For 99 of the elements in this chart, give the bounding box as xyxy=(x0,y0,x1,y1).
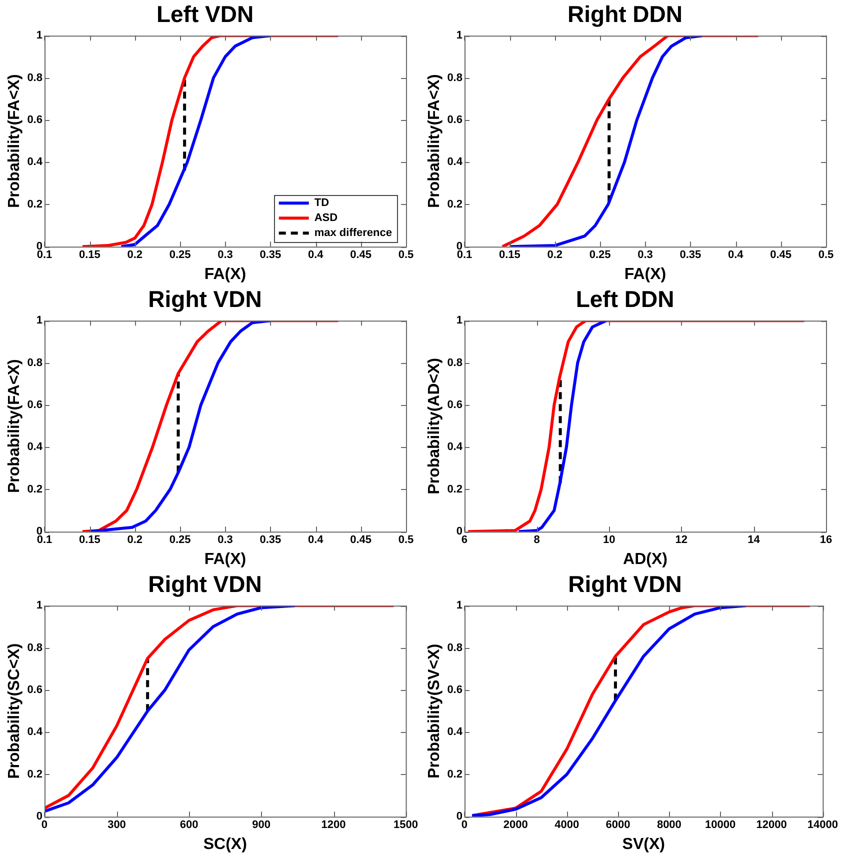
y-axis-title: Probability(FA<X) xyxy=(426,74,444,208)
y-tick-label: 1 xyxy=(456,314,462,327)
x-tick-label: 0.2 xyxy=(127,534,143,546)
y-tick-label: 0.4 xyxy=(447,156,464,168)
y-tick-label: 0.2 xyxy=(27,483,42,496)
y-tick-label: 1 xyxy=(36,30,42,42)
y-tick-label: 0.6 xyxy=(447,399,462,412)
x-axis-title: FA(X) xyxy=(204,266,246,283)
y-tick-label: 0.2 xyxy=(447,483,462,496)
y-axis-title: Probability(FA<X) xyxy=(6,74,24,208)
x-tick-label: 4000 xyxy=(554,819,580,832)
x-tick-label: 0.35 xyxy=(680,249,702,262)
y-tick-label: 0.4 xyxy=(27,156,44,168)
x-tick-label: 0.35 xyxy=(260,534,282,546)
x-tick-label: 0.45 xyxy=(770,249,792,262)
y-tick-label: 0.8 xyxy=(447,642,462,654)
chart-title: Left DDN xyxy=(576,286,674,312)
legend-label: max difference xyxy=(314,227,392,240)
y-tick-label: 0.6 xyxy=(447,114,462,126)
x-axis-title: AD(X) xyxy=(623,550,668,568)
x-tick-label: 6 xyxy=(461,534,468,546)
y-tick-label: 0 xyxy=(456,526,462,538)
x-tick-label: 0.3 xyxy=(638,249,653,262)
x-tick-label: 0.35 xyxy=(260,249,282,262)
x-tick-label: 1200 xyxy=(321,819,346,832)
chart-title: Right VDN xyxy=(148,571,262,598)
x-axis-title: FA(X) xyxy=(204,550,246,568)
x-tick-label: 0.2 xyxy=(127,249,143,262)
y-tick-label: 1 xyxy=(36,600,42,612)
x-tick-label: 0.1 xyxy=(36,534,52,546)
x-tick-label: 1500 xyxy=(394,819,418,832)
x-tick-label: 12000 xyxy=(756,819,787,832)
y-tick-label: 0.2 xyxy=(447,768,462,780)
y-tick-label: 1 xyxy=(456,600,462,612)
y-axis-title: Probability(FA<X) xyxy=(6,359,24,493)
x-tick-label: 0.15 xyxy=(498,249,520,262)
x-tick-label: 2000 xyxy=(503,819,528,832)
x-tick-label: 0.25 xyxy=(169,534,191,546)
x-tick-label: 0.1 xyxy=(456,249,472,262)
x-tick-label: 10000 xyxy=(705,819,736,832)
y-tick-label: 0.2 xyxy=(27,198,42,210)
x-tick-label: 0.25 xyxy=(169,249,191,262)
y-tick-label: 0.6 xyxy=(27,399,42,412)
y-tick-label: 0 xyxy=(36,810,42,823)
chart-title: Right VDN xyxy=(148,286,262,312)
x-axis-title: SC(X) xyxy=(203,836,247,853)
x-tick-label: 6000 xyxy=(606,819,630,832)
legend-label: TD xyxy=(314,197,330,210)
y-tick-label: 0.2 xyxy=(447,198,462,210)
x-tick-label: 0.2 xyxy=(547,249,563,262)
y-tick-label: 1 xyxy=(36,314,42,327)
y-tick-label: 0.6 xyxy=(27,684,42,696)
y-tick-label: 0.8 xyxy=(447,356,462,369)
y-tick-label: 0.2 xyxy=(27,768,42,780)
y-tick-label: 0.8 xyxy=(447,72,462,84)
y-tick-label: 0.6 xyxy=(447,684,462,696)
x-tick-label: 14 xyxy=(748,534,761,546)
x-axis-title: FA(X) xyxy=(624,266,666,283)
y-tick-label: 0.8 xyxy=(27,356,42,369)
y-tick-label: 0.4 xyxy=(27,726,44,738)
x-tick-label: 16 xyxy=(820,534,832,546)
x-tick-label: 0.3 xyxy=(218,249,233,262)
x-tick-label: 0.45 xyxy=(350,534,372,546)
x-tick-label: 0.15 xyxy=(78,534,100,546)
y-tick-label: 0.4 xyxy=(447,441,464,454)
y-axis-title: Probability(AD<X) xyxy=(426,358,444,494)
x-tick-label: 14000 xyxy=(807,819,838,832)
y-tick-label: 0.8 xyxy=(27,72,42,84)
y-axis-title: Probability(SC<X) xyxy=(6,643,24,779)
x-tick-label: 0.15 xyxy=(78,249,100,262)
x-tick-label: 0.4 xyxy=(308,534,324,546)
x-tick-label: 0.4 xyxy=(728,249,744,262)
chart-title: Right VDN xyxy=(568,571,682,598)
y-tick-label: 0 xyxy=(456,810,462,823)
y-tick-label: 0.8 xyxy=(27,642,42,654)
x-tick-label: 8 xyxy=(534,534,540,546)
x-tick-label: 10 xyxy=(602,534,616,546)
y-tick-label: 0.4 xyxy=(27,441,44,454)
chart-title: Left VDN xyxy=(156,1,254,28)
x-tick-label: 900 xyxy=(252,819,270,832)
x-tick-label: 0.1 xyxy=(36,249,52,262)
y-tick-label: 0.6 xyxy=(27,114,42,126)
x-tick-label: 0.3 xyxy=(218,534,233,546)
x-tick-label: 8000 xyxy=(656,819,682,832)
x-tick-label: 0.4 xyxy=(308,249,324,262)
legend-label: ASD xyxy=(314,212,338,224)
x-tick-label: 0.45 xyxy=(350,249,372,262)
x-tick-label: 12 xyxy=(675,534,688,546)
y-tick-label: 1 xyxy=(456,30,462,42)
x-tick-label: 0.25 xyxy=(589,249,611,262)
x-tick-label: 0.5 xyxy=(398,534,414,546)
y-axis-title: Probability(SV<X) xyxy=(426,644,444,778)
x-tick-label: 600 xyxy=(180,819,198,832)
chart-title: Right DDN xyxy=(568,1,682,28)
x-tick-label: 0.5 xyxy=(818,249,834,262)
x-axis-title: SV(X) xyxy=(622,836,665,853)
y-tick-label: 0.4 xyxy=(447,726,464,738)
x-tick-label: 0.5 xyxy=(398,249,414,262)
x-tick-label: 300 xyxy=(108,819,126,832)
